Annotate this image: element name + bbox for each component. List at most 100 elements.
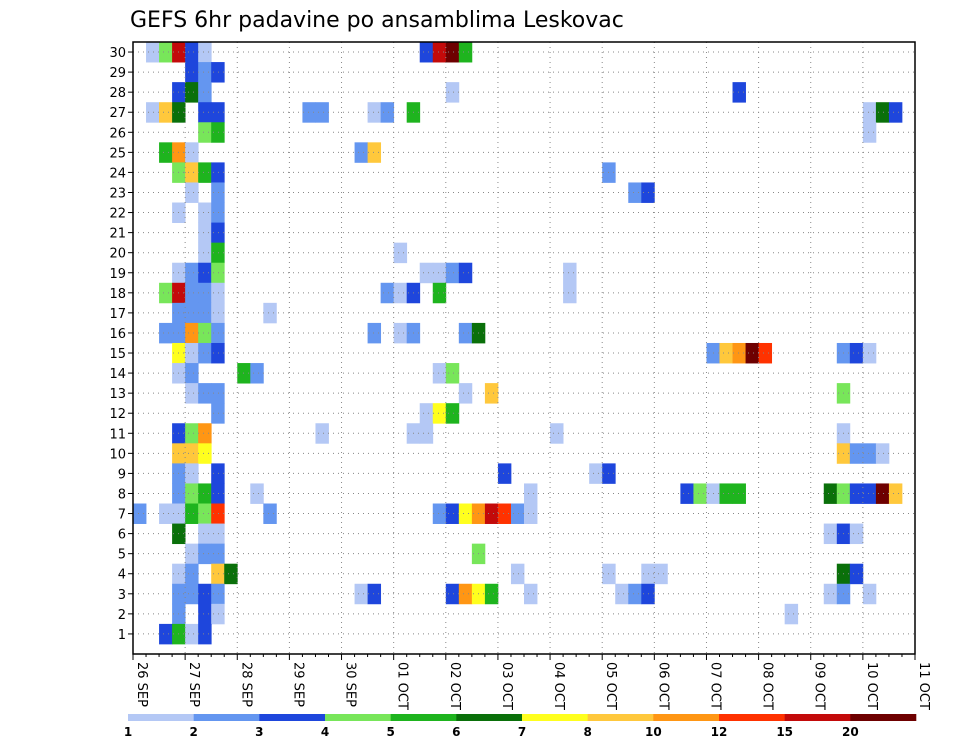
heat-cell: [198, 623, 212, 645]
heat-cell: [419, 403, 434, 424]
heat-cell: [198, 483, 212, 504]
x-tick-label: 05 OCT: [603, 662, 618, 710]
y-tick-label: 16: [109, 327, 126, 342]
heat-cell: [198, 202, 212, 223]
legend-label: 10: [645, 725, 662, 739]
legend-swatch: [259, 714, 326, 721]
heat-cell: [185, 82, 199, 103]
heat-cell: [211, 583, 225, 605]
heat-cell: [185, 443, 199, 464]
heat-cell: [185, 483, 199, 504]
y-tick-label: 13: [109, 387, 126, 402]
heat-cell: [185, 182, 199, 203]
y-tick-label: 14: [109, 367, 126, 382]
y-tick-label: 18: [109, 287, 126, 302]
heat-cell: [432, 42, 447, 63]
heat-cell: [198, 82, 212, 103]
heat-cell: [862, 122, 877, 143]
heat-cell: [497, 503, 512, 524]
y-tick-label: 23: [109, 186, 126, 201]
heat-cell: [432, 363, 447, 384]
y-tick-label: 20: [109, 247, 126, 262]
grid-layer: [133, 42, 915, 654]
heat-cell: [875, 102, 890, 123]
heat-cell: [732, 483, 746, 504]
plot-frame: [132, 41, 916, 655]
heat-cell: [419, 42, 434, 63]
legend-label: 12: [711, 725, 728, 739]
heat-cell: [133, 503, 147, 524]
x-tick-label: 11 OCT: [916, 662, 931, 710]
heat-cell: [185, 583, 199, 605]
heat-cell: [367, 583, 382, 605]
heat-cell: [198, 603, 212, 625]
heat-cell: [211, 282, 225, 304]
heat-cell: [159, 322, 173, 344]
x-tick-label: 02 OCT: [447, 662, 462, 710]
heat-cell: [211, 603, 225, 625]
legend-swatch: [128, 714, 194, 721]
heat-cell: [654, 563, 668, 585]
y-tick-label: 26: [109, 126, 126, 141]
heat-cell: [159, 282, 173, 304]
legend-swatch: [456, 714, 523, 721]
legend-label: 7: [518, 725, 526, 739]
heat-cell: [198, 342, 212, 364]
heat-cell: [380, 102, 395, 123]
heat-cell: [550, 423, 564, 444]
y-tick-label: 27: [109, 106, 126, 121]
y-tick-label: 21: [109, 227, 126, 242]
heat-cell: [367, 322, 382, 344]
heat-cell: [211, 242, 225, 264]
heat-cell: [563, 262, 577, 284]
y-tick-label: 1: [118, 628, 126, 643]
heat-cell: [198, 443, 212, 464]
heat-cell: [393, 282, 408, 304]
heat-cell: [198, 322, 212, 344]
heat-cell: [693, 483, 707, 504]
heat-cell: [484, 383, 499, 404]
y-tick-label: 3: [118, 588, 126, 603]
heat-cell: [185, 423, 199, 444]
heat-cell: [849, 342, 864, 364]
legend-swatch: [719, 714, 785, 721]
heat-cell: [198, 302, 212, 324]
legend-label: 2: [189, 725, 197, 739]
heat-cell: [445, 262, 460, 284]
heat-cell: [198, 282, 212, 304]
heat-cell: [849, 523, 864, 545]
legend-swatch: [784, 714, 851, 721]
heat-cell: [211, 403, 225, 424]
heat-cell: [432, 262, 447, 284]
legend-swatch: [653, 714, 720, 721]
heat-cell: [862, 342, 877, 364]
heat-cell: [628, 583, 642, 605]
y-tick-label: 2: [118, 608, 126, 623]
x-tick-label: 09 OCT: [812, 662, 827, 710]
legend-swatch: [522, 714, 588, 721]
heat-cell: [185, 463, 199, 484]
heat-cell: [159, 503, 173, 524]
heat-cell: [497, 463, 512, 484]
heat-cell: [211, 102, 225, 123]
y-tick-label: 22: [109, 207, 126, 222]
heat-cell: [198, 423, 212, 444]
heat-cell: [185, 503, 199, 524]
heat-cell: [875, 483, 890, 504]
heat-cell: [185, 62, 199, 83]
legend-swatch: [587, 714, 654, 721]
heat-cell: [185, 543, 199, 565]
legend-swatch: [850, 714, 917, 721]
heat-cell: [185, 383, 199, 404]
heat-cell: [185, 142, 199, 163]
y-tick-label: 30: [109, 46, 126, 61]
heat-cell: [211, 383, 225, 404]
heat-cell: [823, 523, 838, 545]
legend-label: 4: [321, 725, 329, 739]
heat-cell: [185, 623, 199, 645]
heat-cell: [198, 583, 212, 605]
heat-cell: [263, 503, 277, 524]
x-tick-label: 28 SEP: [238, 662, 253, 707]
heat-cell: [211, 322, 225, 344]
